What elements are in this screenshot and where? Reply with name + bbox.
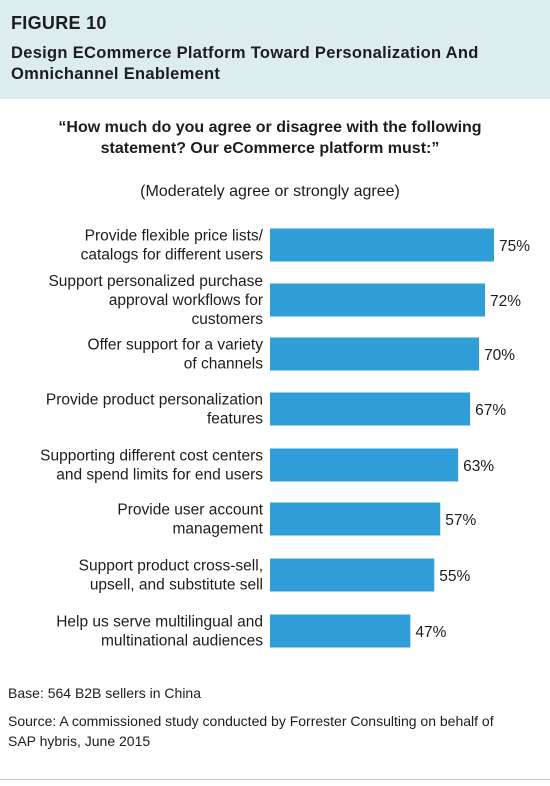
value-label: 57%	[445, 512, 476, 529]
category-label: upsell, and substitute sell	[90, 577, 263, 594]
value-label: 75%	[499, 238, 530, 255]
value-label: 70%	[484, 347, 515, 364]
bar	[270, 337, 480, 371]
bar	[270, 502, 441, 536]
value-label: 55%	[439, 568, 470, 585]
figure-number: FIGURE 10	[11, 13, 107, 33]
category-label: Provide flexible price lists/	[85, 228, 264, 245]
category-label: of channels	[184, 356, 264, 373]
category-label: Help us serve multilingual and	[56, 614, 263, 631]
category-label: Supporting different cost centers	[40, 448, 263, 465]
category-label: features	[207, 411, 263, 428]
bar	[270, 228, 494, 262]
category-label: Support product cross-sell,	[79, 558, 263, 575]
bar	[270, 283, 486, 317]
category-label: multinational audiences	[101, 633, 263, 650]
bar	[270, 614, 411, 648]
category-label: and spend limits for end users	[56, 467, 263, 484]
bar	[270, 558, 435, 592]
value-label: 67%	[475, 402, 506, 419]
category-label: Offer support for a variety	[88, 337, 264, 354]
figure-header: FIGURE 10 Design ECommerce Platform Towa…	[0, 0, 550, 99]
figure-title: Design ECommerce Platform Toward Persona…	[11, 44, 479, 83]
chart-title: “How much do you agree or disagree with …	[58, 119, 482, 157]
value-label: 47%	[415, 624, 446, 641]
bottom-divider	[0, 779, 550, 780]
chart-subtitle: (Moderately agree or strongly agree)	[140, 183, 400, 200]
source-note: Source: A commissioned study conducted b…	[8, 713, 494, 749]
category-label: customers	[192, 311, 264, 328]
category-label: Provide user account	[117, 502, 263, 519]
category-label: catalogs for different users	[81, 247, 264, 264]
base-note: Base: 564 B2B sellers in China	[8, 685, 201, 701]
category-label: management	[173, 521, 264, 538]
category-label: Support personalized purchase	[48, 273, 263, 290]
value-label: 63%	[463, 458, 494, 475]
value-label: 72%	[490, 293, 521, 310]
bar-chart: 75% Provide flexible price lists/catalogs…	[40, 228, 530, 650]
category-label: approval workflows for	[109, 292, 263, 309]
bar	[270, 392, 471, 426]
category-label: Provide product personalization	[46, 392, 263, 409]
bar	[270, 448, 459, 482]
